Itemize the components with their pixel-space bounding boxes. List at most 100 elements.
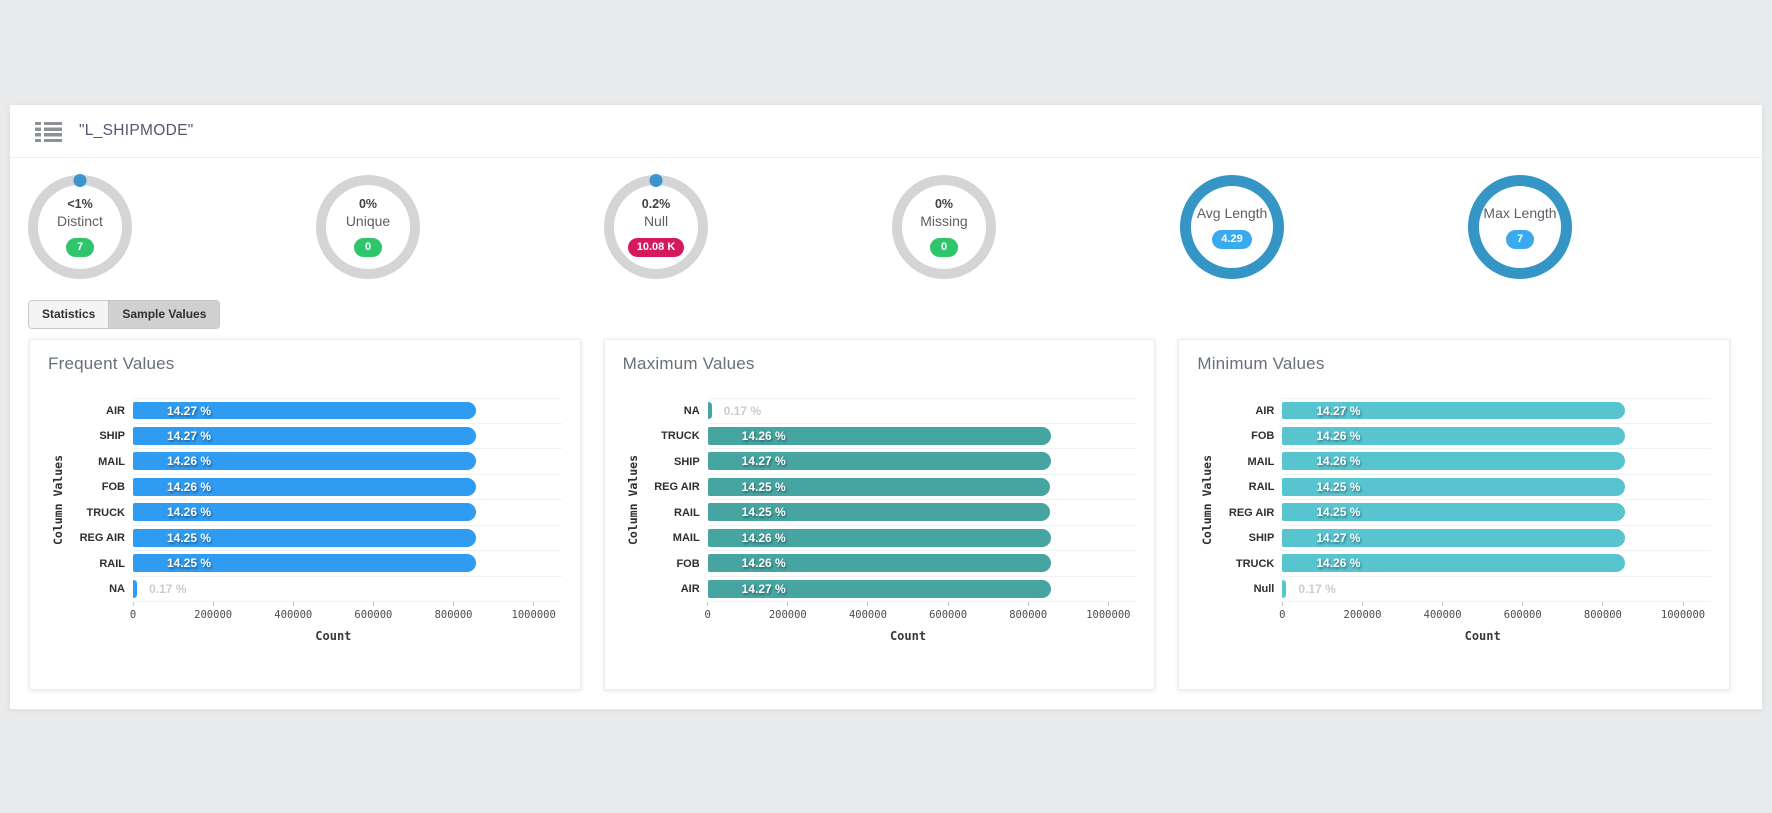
bar-row: AIR 14.27 % — [643, 577, 1137, 602]
bar-plot: 14.25 % — [133, 528, 534, 547]
tick-mark — [453, 602, 455, 606]
gauge-percent: 0% — [358, 197, 378, 211]
chart-plot-area: NA 0.17 % TRUCK 14.26 % SHIP 14.27 % REG AIR 14… — [643, 398, 1137, 643]
bar-plot: 0.17 % — [133, 579, 534, 598]
gauge-progress-dot — [73, 174, 87, 187]
x-tick: 0 — [130, 602, 136, 621]
gauge-count-badge: 0 — [930, 238, 958, 257]
tab-statistics[interactable]: Statistics — [29, 301, 109, 328]
gauge-label: Null — [643, 213, 669, 229]
gauge-null: 0.2% Null 10.08 K — [604, 174, 708, 279]
x-tick: 400000 — [1424, 602, 1462, 621]
tick-label: 400000 — [848, 609, 887, 621]
tick-label: 800000 — [434, 609, 473, 621]
bar-track: 0.17 % — [707, 398, 1137, 424]
chart-title: Maximum Values — [622, 354, 755, 373]
category-label: MAIL — [1247, 455, 1275, 468]
bar-track: 14.27 % — [133, 424, 562, 449]
bar — [707, 402, 712, 419]
category-label: RAIL — [1248, 481, 1275, 494]
category-label: AIR — [1255, 404, 1275, 417]
bar-value-label: 14.26 % — [741, 428, 786, 443]
bar-track: 0.17 % — [133, 577, 562, 602]
tick-mark — [292, 602, 294, 606]
gauge-label: Avg Length — [1196, 205, 1268, 221]
y-axis-label: Column Values — [1197, 398, 1217, 602]
bar-plot: 14.26 % — [133, 477, 534, 496]
bar-plot: 14.26 % — [1282, 554, 1683, 572]
tick-label: 600000 — [929, 609, 968, 621]
bar-plot: 14.27 % — [133, 402, 534, 419]
x-tick: 400000 — [274, 602, 312, 621]
tick-label: 1000000 — [511, 609, 556, 621]
x-axis-label: Count — [889, 629, 927, 643]
category-label: TRUCK — [661, 430, 700, 443]
bar-plot: 14.27 % — [707, 579, 1109, 598]
tick-mark — [533, 602, 535, 606]
bar-row: REG AIR 14.25 % — [643, 475, 1137, 500]
x-tick: 600000 — [1504, 602, 1542, 621]
gauge-percent: <1% — [67, 197, 93, 211]
bar-track: 14.26 % — [707, 424, 1137, 449]
bar — [1282, 579, 1287, 598]
tick-label: 1000000 — [1086, 609, 1131, 621]
bar-row: RAIL 14.25 % — [68, 551, 562, 577]
gauge-label: Max Length — [1483, 205, 1557, 221]
bar-row: NA 0.17 % — [643, 398, 1137, 424]
x-axis: 0 200000 400000 600000 800000 1000000 — [1279, 602, 1705, 622]
category-label: SHIP — [673, 455, 700, 468]
bar-value-label: 14.26 % — [741, 530, 786, 545]
gauge-count-badge: 10.08 K — [627, 238, 685, 257]
gauge-max-length: Max Length 7 — [1468, 175, 1572, 279]
y-axis-label-text: Column Values — [625, 454, 640, 545]
bar-plot: 14.26 % — [133, 452, 534, 470]
tick-mark — [947, 602, 949, 606]
gauge-count-badge: 7 — [66, 238, 94, 257]
charts-row: Frequent Values Column Values AIR 14.27 % SH… — [29, 339, 1731, 690]
bar-track: 14.27 % — [133, 398, 562, 424]
bar-row: Null 0.17 % — [1217, 577, 1712, 602]
tick-mark — [1361, 602, 1363, 606]
tick-mark — [1522, 602, 1524, 606]
category-label: FOB — [1251, 430, 1275, 443]
tick-label: 400000 — [274, 609, 313, 621]
tick-label: 0 — [1279, 609, 1286, 621]
bar — [707, 528, 1051, 547]
chart-body: Column Values NA 0.17 % TRUCK 14.26 % SHIP 14.… — [623, 398, 1137, 643]
bar — [707, 554, 1051, 572]
bar-track: 14.26 % — [133, 449, 562, 475]
bar-value-label: 14.26 % — [1316, 556, 1361, 570]
tick-mark — [372, 602, 374, 606]
x-tick: 600000 — [354, 602, 392, 621]
category-label: RAIL — [99, 557, 125, 570]
bar-row: REG AIR 14.25 % — [1217, 500, 1712, 526]
bar-value-label: 14.26 % — [167, 505, 212, 519]
chart-title: Frequent Values — [48, 354, 175, 373]
bar — [1282, 452, 1626, 470]
tick-label: 800000 — [1009, 609, 1048, 621]
x-tick: 800000 — [435, 602, 473, 621]
bar-track: 14.25 % — [707, 500, 1137, 526]
bar — [707, 426, 1051, 445]
x-axis-label: Count — [315, 629, 352, 643]
x-tick: 800000 — [1584, 602, 1622, 621]
bar-track: 14.26 % — [1282, 424, 1712, 449]
x-axis: 0 200000 400000 600000 800000 1000000 — [705, 602, 1130, 622]
bar-track: 14.27 % — [707, 449, 1137, 475]
chart-body: Column Values AIR 14.27 % FOB 14.26 % MAIL 14.… — [1197, 398, 1712, 643]
bar-row: TRUCK 14.26 % — [1217, 551, 1712, 577]
tab-sample-values[interactable]: Sample Values — [108, 301, 220, 328]
bar-row: SHIP 14.27 % — [1217, 526, 1712, 551]
bar-plot: 0.17 % — [1282, 579, 1683, 598]
bar-plot: 14.25 % — [707, 503, 1109, 521]
x-tick: 200000 — [769, 602, 807, 621]
bar — [133, 503, 476, 521]
bar-plot: 14.26 % — [707, 426, 1109, 445]
gauge-percent: 0% — [934, 197, 954, 211]
bar-row: FOB 14.26 % — [1217, 424, 1712, 449]
gauge-label: Unique — [345, 213, 391, 229]
bar-value-label: 14.25 % — [741, 479, 786, 494]
gauge-count-badge: 4.29 — [1212, 230, 1252, 249]
category-label: AIR — [680, 583, 700, 596]
category-label: REG AIR — [79, 532, 125, 545]
